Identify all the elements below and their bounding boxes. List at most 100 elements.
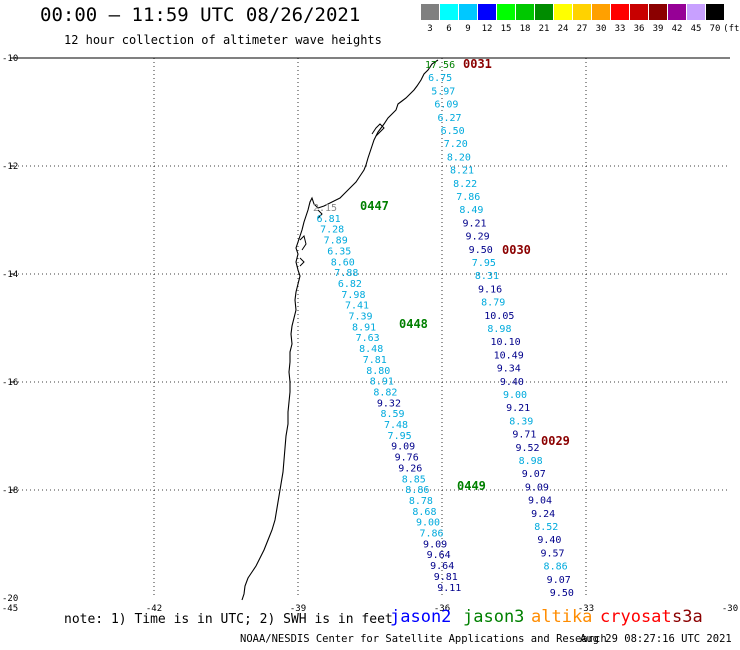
scale-label-36: 36 [633, 24, 645, 34]
scale-label-15: 15 [500, 24, 512, 34]
lat-tick-label: -20 [2, 594, 18, 604]
swh-value-west-track: 8.82 [373, 387, 397, 398]
swh-value-east-track: 8.31 [475, 271, 499, 282]
swh-value-west-track: 7.95 [388, 431, 412, 442]
lat-tick-label: -14 [2, 270, 18, 280]
scale-label-27: 27 [576, 24, 588, 34]
lon-tick-label: -36 [434, 604, 450, 614]
swh-value-west-track: 8.78 [409, 496, 433, 507]
swh-value-west-track: 6.82 [338, 279, 362, 290]
scale-swatch-36 [630, 4, 648, 20]
track-labels: 17.56 6.75 5.97 6.09 6.27 6.50 7.20 8.20 8.21 8.2… [313, 57, 574, 599]
swh-value-west-track: 7.86 [420, 529, 444, 540]
swh-value-west-track: 7.88 [334, 268, 358, 279]
scale-label-33: 33 [614, 24, 626, 34]
map-subtitle: 12 hour collection of altimeter wave hei… [64, 33, 382, 47]
swh-value-west-track: 8.48 [359, 344, 383, 355]
swh-value-west-track: 7.89 [324, 236, 348, 247]
map-grid [10, 57, 730, 598]
pass-time-label: 0030 [502, 243, 531, 257]
swh-value-east-track: 8.22 [453, 179, 477, 190]
swh-value-west-track: 7.48 [384, 420, 408, 431]
scale-label-3: 3 [427, 24, 433, 34]
scale-swatch-24 [554, 4, 572, 20]
lat-tick-label: -10 [2, 54, 18, 64]
swh-value-east-track: 9.40 [500, 377, 524, 388]
swh-value-west-track: 9.32 [377, 398, 401, 409]
swh-value-east-track: 8.98 [519, 456, 543, 467]
satellite-altika: altika [531, 607, 593, 627]
swh-value-east-track: 9.52 [515, 443, 539, 454]
swh-value-east-track: 7.20 [444, 139, 468, 150]
swh-value-east-track: 10.05 [484, 311, 514, 322]
legend-note: note: 1) Time is in UTC; 2) SWH is in fe… [64, 612, 393, 627]
swh-value-east-track: 9.00 [503, 390, 527, 401]
swh-value-west-track: 8.68 [412, 507, 436, 518]
swh-value-east-track: 8.49 [459, 205, 483, 216]
swh-value-west-track: 9.64 [427, 550, 451, 561]
swh-value-east-track: 6.09 [434, 100, 458, 111]
scale-label-42: 42 [671, 24, 683, 34]
swh-value-west-track: 8.80 [366, 366, 390, 377]
swh-value-west-track: 9.09 [423, 539, 447, 550]
swh-value-west-track: 8.86 [405, 485, 429, 496]
swh-value-west-track: 7.98 [341, 290, 365, 301]
swh-value-east-track: 7.95 [472, 258, 496, 269]
swh-value-east-track: 6.50 [441, 126, 465, 137]
scale-label-6: 6 [446, 24, 452, 34]
swh-value-east-track: 8.86 [544, 562, 568, 573]
swh-value-west-track: 6.35 [327, 246, 351, 257]
swh-value-west-track: 6.81 [317, 214, 341, 225]
coastline [241, 59, 439, 601]
swh-value-west-track: 7.28 [320, 225, 344, 236]
swh-value-west-track: 9.26 [398, 463, 422, 474]
scale-label-21: 21 [538, 24, 550, 34]
swh-value-east-track: 9.16 [478, 284, 502, 295]
swh-value-east-track: 9.04 [528, 496, 552, 507]
swh-value-east-track: 5.97 [431, 86, 455, 97]
swh-value-west-track: 9.09 [391, 442, 415, 453]
swh-value-east-track: 9.07 [522, 469, 546, 480]
swh-value-east-track: 9.07 [547, 575, 571, 586]
swh-value-west-track: 9.81 [434, 572, 458, 583]
lon-tick-label: -45 [2, 604, 18, 614]
swh-value-east-track: 9.50 [469, 245, 493, 256]
swh-value-east-track: 7.86 [456, 192, 480, 203]
scale-swatch-9 [459, 4, 477, 20]
swh-value-east-track: 8.79 [481, 298, 505, 309]
swh-value-east-track: 6.75 [428, 73, 452, 84]
swh-value-east-track: 10.49 [494, 350, 524, 361]
swh-value-west-track: 9.64 [430, 561, 454, 572]
satellite-jason3: jason3 [463, 607, 525, 627]
satellite-cryosat: cryosat [600, 607, 672, 627]
scale-swatch-45 [687, 4, 705, 20]
pass-time-label: 0449 [457, 479, 486, 493]
scale-swatch-70 [706, 4, 724, 20]
swh-value-west-track: 8.60 [331, 257, 355, 268]
scale-label-39: 39 [652, 24, 664, 34]
map-title: 00:00 – 11:59 UTC 08/26/2021 [40, 4, 361, 26]
swh-value-east-track: 9.21 [506, 403, 530, 414]
swh-value-east-track: 9.71 [512, 430, 536, 441]
swh-value-west-track: 8.91 [352, 322, 376, 333]
scale-swatch-33 [611, 4, 629, 20]
lat-tick-label: -16 [2, 378, 18, 388]
swh-value-east-track: 9.29 [466, 232, 490, 243]
swh-value-east-track: 8.21 [450, 166, 474, 177]
scale-label-45: 45 [690, 24, 702, 34]
swh-value-east-track: 17.56 [425, 60, 455, 71]
scale-swatch-6 [440, 4, 458, 20]
swh-value-east-track: 9.24 [531, 509, 555, 520]
swh-value-east-track: 8.52 [534, 522, 558, 533]
swh-value-west-track: 7.39 [349, 312, 373, 323]
swh-value-west-track: 8.59 [380, 409, 404, 420]
lon-tick-label: -39 [290, 604, 306, 614]
scale-label-30: 30 [595, 24, 607, 34]
swh-value-east-track: 9.50 [550, 588, 574, 599]
lat-tick-label: -18 [2, 486, 18, 496]
scale-label-9: 9 [465, 24, 471, 34]
swh-value-west-track: 8.85 [402, 474, 426, 485]
coastline-inlet [299, 123, 385, 267]
swh-value-east-track: 9.21 [462, 218, 486, 229]
